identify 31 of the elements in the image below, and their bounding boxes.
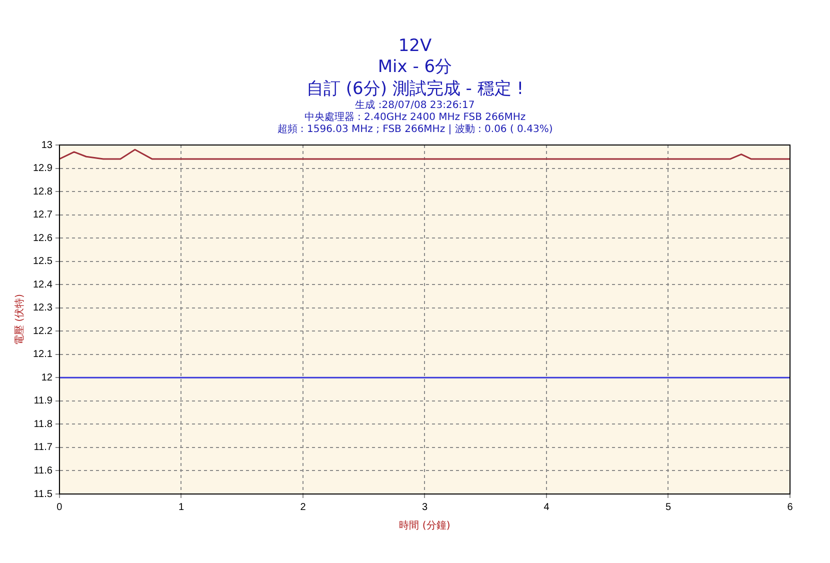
y-tick-label: 12.9 [32,163,53,174]
y-tick-label: 12.4 [32,279,53,290]
text: 自訂 (6分) 測試完成 - 穩定 ! [305,78,525,100]
y-tick-label: 11.8 [34,418,53,430]
chart-subtitle: Mix - 6分 [376,57,454,78]
y-tick-label: 12.6 [32,232,53,244]
y-tick-label: 11.9 [34,396,53,407]
x-tick-label: 1 [178,502,184,513]
y-tick-label: 12 [41,372,53,384]
chart-title: 12V [397,36,433,57]
y-tick-label: 11.5 [34,488,53,500]
text: 生成 :28/07/08 23:26:17 [354,100,476,112]
y-tick-label: 12.8 [32,186,53,198]
x-tick-label: 6 [787,502,794,513]
y-axis-title: 電壓 (伏特) [14,294,26,345]
x-tick-label: 0 [56,502,63,513]
y-tick-label: 12.5 [32,256,53,268]
y-tick-label: 11.6 [34,465,53,476]
text: 超頻 : 1596.03 MHz ; FSB 266MHz | 波動 : 0.06 ( 0.43%) [276,124,554,136]
y-tick-label: 11.7 [34,442,53,454]
x-axis-title: 時間 (分鐘) [399,520,450,532]
y-tick-label: 12.3 [32,302,53,314]
y-tick-label: 12.1 [32,349,53,360]
y-tick-label: 13 [41,140,53,151]
text: 中央處理器 : 2.40GHz 2400 MHz FSB 266MHz [303,112,527,124]
x-tick-label: 3 [422,502,428,513]
y-tick-label: 12.7 [32,210,53,221]
y-tick-label: 12.2 [32,326,53,337]
x-tick-label: 5 [665,502,672,513]
x-tick-label: 2 [300,502,306,513]
x-tick-label: 4 [544,502,550,513]
